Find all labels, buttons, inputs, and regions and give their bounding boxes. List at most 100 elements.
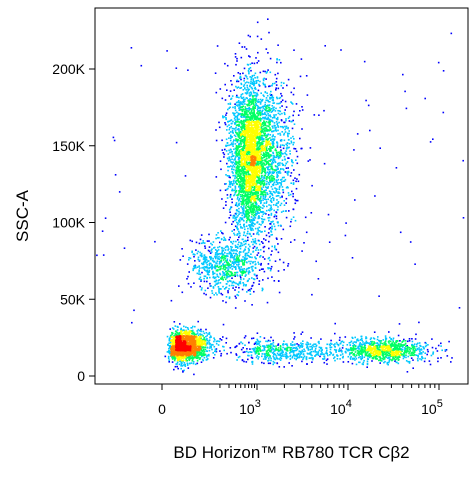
event-dot bbox=[254, 238, 257, 240]
event-dot bbox=[279, 349, 282, 351]
event-dot bbox=[182, 255, 184, 257]
event-dot bbox=[247, 198, 249, 200]
event-dot bbox=[187, 357, 189, 359]
event-dot bbox=[206, 350, 208, 352]
event-dot bbox=[215, 129, 217, 131]
event-dot bbox=[269, 356, 271, 358]
event-dot bbox=[388, 331, 390, 333]
event-dot bbox=[286, 132, 289, 135]
event-dot bbox=[239, 269, 241, 272]
event-dot bbox=[267, 113, 269, 115]
event-dot bbox=[254, 346, 257, 349]
event-dot bbox=[230, 245, 232, 248]
event-dot bbox=[270, 139, 272, 141]
event-dot bbox=[228, 297, 231, 300]
event-dot bbox=[257, 179, 260, 182]
event-dot bbox=[417, 355, 419, 357]
event-dot bbox=[277, 224, 280, 227]
event-dot bbox=[249, 101, 252, 104]
event-dot bbox=[278, 358, 281, 360]
event-dot bbox=[250, 216, 253, 218]
event-dot bbox=[329, 348, 332, 351]
event-dot bbox=[272, 171, 275, 173]
event-dot bbox=[222, 115, 224, 117]
event-dot bbox=[229, 102, 232, 105]
event-dot bbox=[258, 217, 261, 219]
event-dot bbox=[241, 166, 244, 168]
event-dot bbox=[267, 121, 269, 124]
event-dot bbox=[235, 126, 237, 129]
event-dot bbox=[366, 363, 369, 366]
event-dot bbox=[281, 349, 284, 352]
event-dot bbox=[269, 97, 272, 99]
event-dot bbox=[251, 62, 253, 64]
event-dot bbox=[206, 277, 208, 280]
event-dot bbox=[199, 333, 201, 335]
event-dot bbox=[234, 177, 236, 180]
event-dot bbox=[251, 222, 253, 224]
event-dot bbox=[226, 64, 229, 67]
event-dot bbox=[278, 188, 281, 191]
event-dot bbox=[180, 327, 182, 330]
event-dot bbox=[448, 340, 450, 343]
event-dot bbox=[258, 182, 260, 184]
event-dot bbox=[200, 234, 203, 236]
event-dot bbox=[265, 163, 267, 166]
event-dot bbox=[214, 353, 216, 356]
event-dot bbox=[237, 200, 240, 202]
event-dot bbox=[241, 184, 243, 187]
event-dot bbox=[402, 340, 405, 342]
event-dot bbox=[373, 341, 375, 343]
event-dot bbox=[259, 336, 262, 338]
event-dot bbox=[261, 163, 264, 166]
event-dot bbox=[252, 250, 255, 253]
event-dot bbox=[283, 340, 285, 343]
event-dot bbox=[281, 189, 284, 191]
event-dot bbox=[279, 113, 281, 116]
event-dot bbox=[223, 273, 226, 276]
event-dot bbox=[352, 354, 354, 356]
event-dot bbox=[272, 161, 275, 164]
event-dot bbox=[266, 340, 269, 343]
event-dot bbox=[247, 218, 250, 220]
event-dot bbox=[287, 139, 290, 141]
event-dot bbox=[254, 206, 257, 209]
event-dot bbox=[240, 102, 242, 104]
event-dot bbox=[245, 214, 247, 216]
event-dot bbox=[262, 105, 265, 108]
event-dot bbox=[255, 203, 258, 206]
event-dot bbox=[314, 355, 316, 357]
event-dot bbox=[208, 333, 211, 335]
event-dot bbox=[268, 196, 271, 198]
event-dot bbox=[205, 335, 207, 338]
event-dot bbox=[249, 208, 251, 211]
event-dot bbox=[291, 350, 294, 353]
event-dot bbox=[290, 141, 293, 144]
event-dot bbox=[239, 121, 241, 124]
event-dot bbox=[235, 282, 237, 285]
event-dot bbox=[257, 176, 259, 178]
event-dot bbox=[291, 127, 294, 130]
event-dot bbox=[270, 234, 272, 236]
event-dot bbox=[273, 159, 276, 161]
event-dot bbox=[301, 346, 303, 348]
event-dot bbox=[263, 168, 265, 171]
event-dot bbox=[236, 233, 239, 236]
event-dot bbox=[233, 193, 236, 196]
event-dot bbox=[247, 271, 250, 273]
event-dot bbox=[259, 349, 261, 351]
event-dot bbox=[352, 349, 354, 352]
event-dot bbox=[401, 344, 403, 346]
event-dot bbox=[234, 180, 237, 183]
event-dot bbox=[198, 358, 201, 360]
event-dot bbox=[318, 114, 320, 116]
event-dot bbox=[245, 350, 248, 353]
event-dot bbox=[228, 107, 230, 109]
event-dot bbox=[260, 350, 262, 352]
event-dot bbox=[244, 142, 246, 145]
event-dot bbox=[133, 309, 135, 312]
event-dot bbox=[206, 240, 209, 242]
event-dot bbox=[444, 350, 447, 352]
event-dot bbox=[189, 239, 192, 242]
event-dot bbox=[230, 255, 232, 257]
